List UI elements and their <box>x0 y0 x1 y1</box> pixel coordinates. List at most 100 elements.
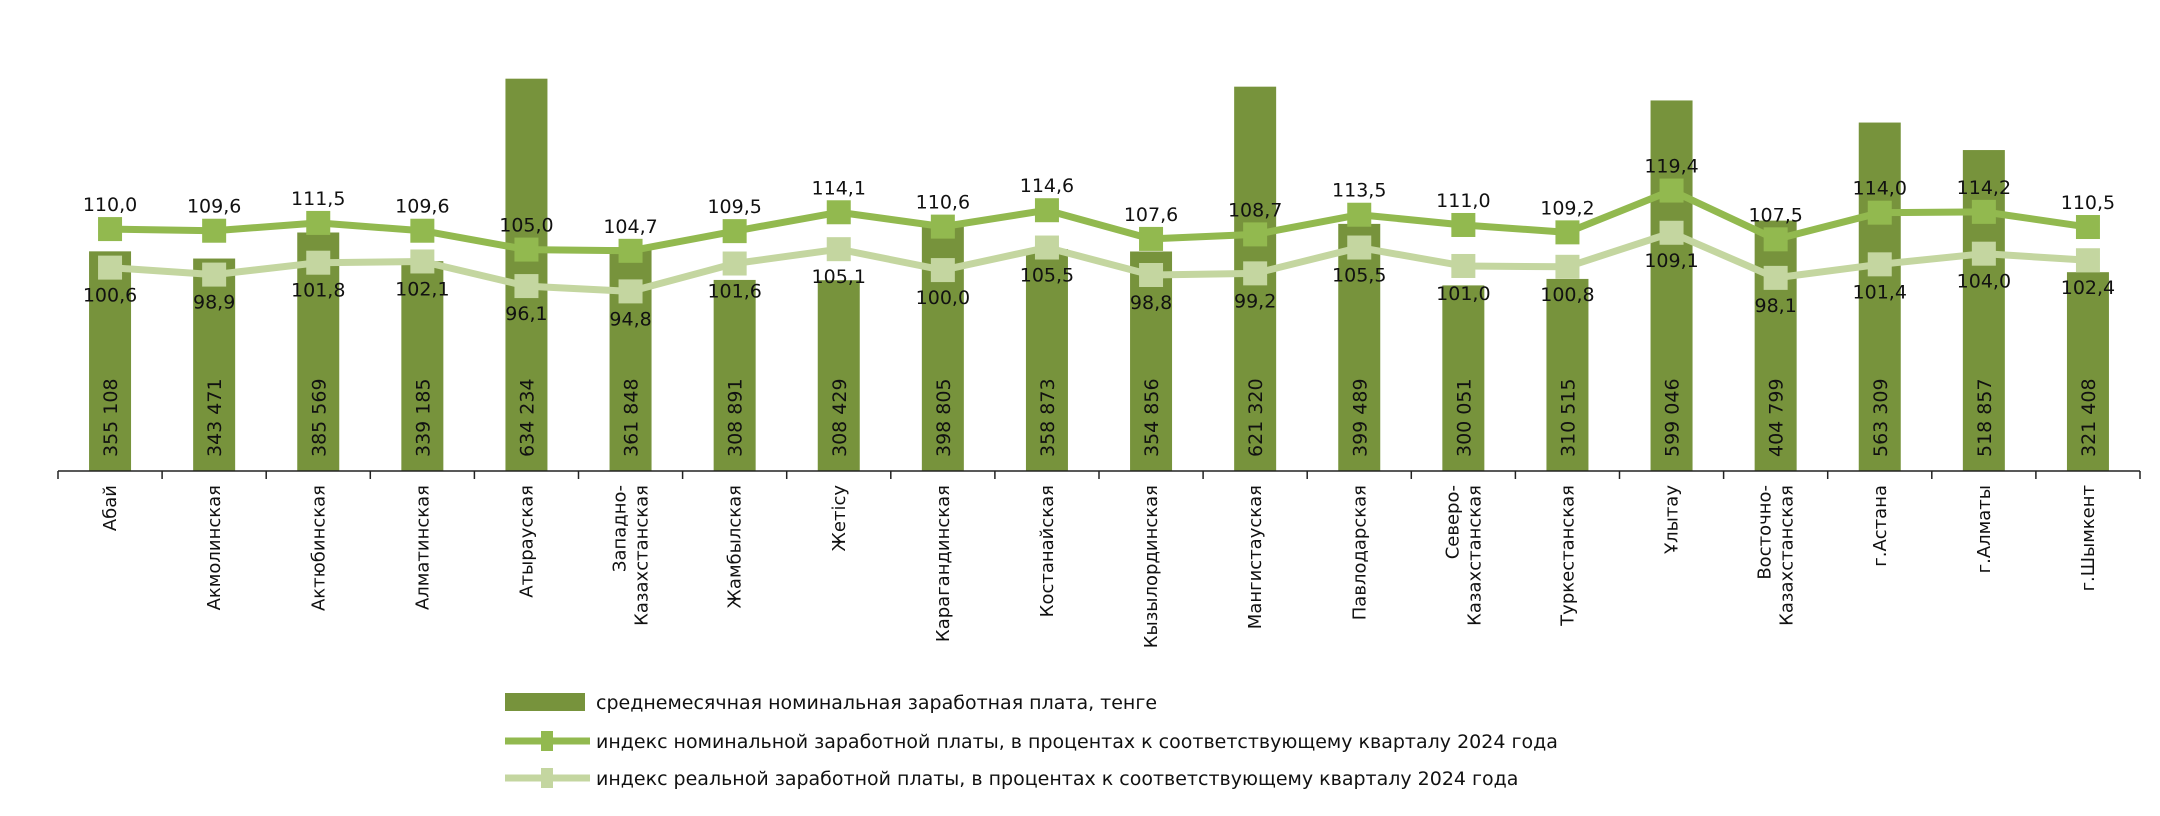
bar-value-label: 300 051 <box>1453 378 1475 457</box>
real-index-marker <box>514 274 539 299</box>
bar-value-label: 563 309 <box>1870 378 1892 457</box>
real-index-label: 102,1 <box>395 278 449 300</box>
nominal-index-label: 110,6 <box>916 192 970 214</box>
category-label: Северо-Казахстанская <box>1442 485 1485 626</box>
category-label: г.Шымкент <box>2078 485 2099 591</box>
real-index-marker <box>202 262 227 287</box>
nominal-index-marker <box>1867 200 1892 225</box>
nominal-index-label: 109,5 <box>707 196 761 218</box>
bar-value-label: 308 429 <box>829 378 851 457</box>
nominal-index-label: 114,2 <box>1957 177 2011 199</box>
category-label: Алматинская <box>412 485 433 610</box>
bar <box>1130 251 1173 471</box>
nominal-index-label: 109,2 <box>1540 197 1594 219</box>
real-index-line <box>109 229 2089 295</box>
bar-value-label: 361 848 <box>621 378 643 457</box>
bar-value-label: 358 873 <box>1037 378 1059 457</box>
bar <box>1858 122 1901 471</box>
nominal-index-marker <box>1243 222 1268 247</box>
bar <box>1442 285 1485 471</box>
real-index-marker <box>2075 248 2100 273</box>
nominal-index-marker <box>930 214 955 239</box>
bar-value-label: 399 489 <box>1349 378 1371 457</box>
nominal-index-label: 110,0 <box>83 194 137 216</box>
nominal-index-marker <box>2075 215 2100 240</box>
bar-value-label: 310 515 <box>1557 378 1579 457</box>
real-index-label: 109,1 <box>1644 250 1698 272</box>
bar-value-label: 385 569 <box>308 378 330 457</box>
real-index-marker <box>98 255 123 280</box>
nominal-index-marker <box>1971 199 1996 224</box>
category-label: Жетісу <box>829 485 850 552</box>
real-index-marker <box>1971 241 1996 266</box>
real-index-label: 100,0 <box>916 287 970 309</box>
category-label: Акмолинская <box>204 485 225 610</box>
real-index-marker <box>1034 235 1059 260</box>
nominal-index-marker <box>1659 178 1684 203</box>
bar <box>89 251 132 471</box>
nominal-index-label: 111,0 <box>1436 190 1490 212</box>
nominal-index-label: 105,0 <box>499 215 553 237</box>
nominal-index-label: 113,5 <box>1332 180 1386 202</box>
real-index-label: 98,8 <box>1130 292 1172 314</box>
real-index-label: 98,1 <box>1754 295 1796 317</box>
real-index-marker <box>410 249 435 274</box>
nominal-index-label: 110,5 <box>2061 192 2115 214</box>
nominal-index-label: 108,7 <box>1228 199 1282 221</box>
bar-value-label: 355 108 <box>100 378 122 457</box>
real-index-marker <box>1867 252 1892 277</box>
category-label: Ұлытау <box>1662 485 1683 555</box>
bar <box>1546 278 1589 471</box>
bar <box>1754 220 1797 471</box>
real-index-label: 98,9 <box>193 292 235 314</box>
category-label: Абай <box>100 485 121 531</box>
category-label: Кызылординская <box>1141 485 1162 648</box>
nominal-index-line <box>109 187 2089 255</box>
bar-value-label: 621 320 <box>1245 378 1267 457</box>
real-index-marker <box>618 279 643 304</box>
nominal-index-label: 119,4 <box>1644 156 1698 178</box>
nominal-index-marker <box>826 200 851 225</box>
nominal-index-marker <box>1555 220 1580 245</box>
nominal-index-label: 104,7 <box>603 216 657 238</box>
nominal-index-marker <box>618 238 643 263</box>
bar-value-label: 518 857 <box>1974 378 1996 457</box>
category-label: Восточно-Казахстанская <box>1755 485 1798 626</box>
category-label: Актюбинская <box>308 485 329 611</box>
nominal-index-label: 107,6 <box>1124 204 1178 226</box>
real-index-marker <box>1659 220 1684 245</box>
real-index-marker <box>1139 263 1164 288</box>
real-index-label: 105,1 <box>812 266 866 288</box>
real-index-marker <box>1555 254 1580 279</box>
nominal-index-marker <box>1763 227 1788 252</box>
real-index-label: 104,0 <box>1957 271 2011 293</box>
nominal-index-marker <box>202 218 227 243</box>
real-index-label: 100,6 <box>83 285 137 307</box>
real-index-label: 94,8 <box>609 308 651 330</box>
real-index-label: 101,8 <box>291 280 345 302</box>
nominal-index-marker <box>514 237 539 262</box>
bar <box>817 280 860 471</box>
bar-value-label: 404 799 <box>1766 378 1788 457</box>
bar <box>193 258 236 471</box>
real-index-label: 96,1 <box>505 303 547 325</box>
nominal-index-label: 114,6 <box>1020 175 1074 197</box>
real-index-marker <box>1347 235 1372 260</box>
real-index-marker <box>930 258 955 283</box>
real-index-marker <box>826 237 851 262</box>
nominal-index-marker <box>98 217 123 242</box>
category-label: Карагандинская <box>933 485 954 642</box>
bar-value-label: 308 891 <box>725 378 747 457</box>
real-index-label: 100,8 <box>1540 284 1594 306</box>
real-index-label: 102,4 <box>2061 277 2115 299</box>
category-label: Жамбылская <box>725 485 746 608</box>
nominal-index-label: 109,6 <box>395 196 449 218</box>
real-index-label: 101,0 <box>1436 283 1490 305</box>
real-index-marker <box>1243 261 1268 286</box>
nominal-index-marker <box>722 219 747 244</box>
real-index-label: 105,5 <box>1332 265 1386 287</box>
category-label: Павлодарская <box>1349 485 1370 620</box>
real-index-marker <box>1451 253 1476 278</box>
bar <box>1025 249 1068 471</box>
